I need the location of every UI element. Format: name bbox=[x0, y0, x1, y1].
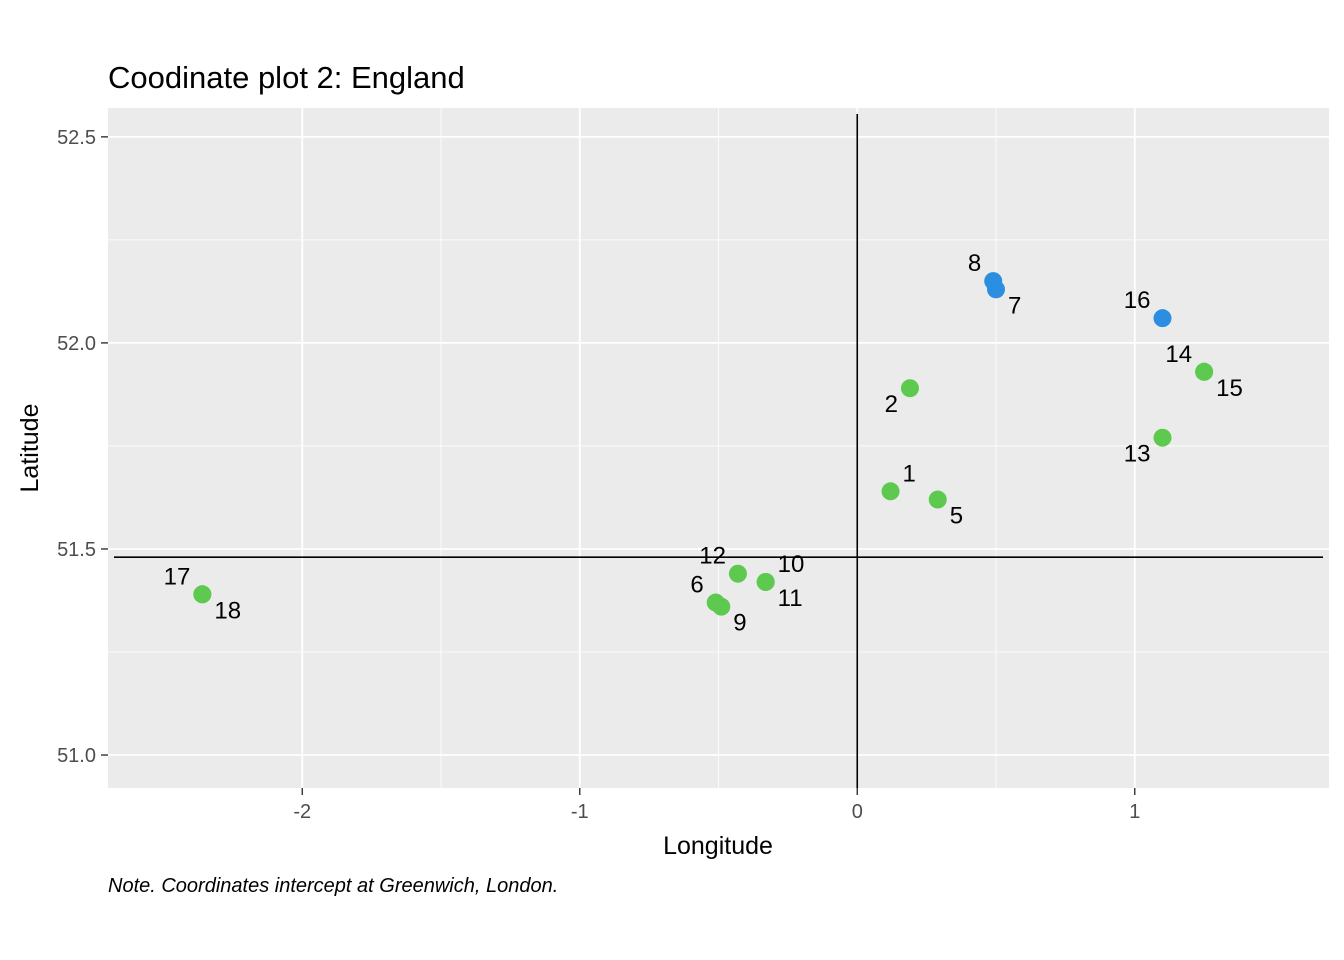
point-label-9: 9 bbox=[733, 610, 746, 637]
point-label-7: 7 bbox=[1008, 292, 1021, 319]
x-axis-ticks: -2 -1 0 1 bbox=[293, 788, 1140, 823]
data-point-16 bbox=[1153, 309, 1172, 328]
point-label-12: 12 bbox=[699, 543, 726, 570]
x-tick-label: -1 bbox=[571, 801, 589, 823]
reference-lines bbox=[114, 114, 1323, 788]
point-label-2: 2 bbox=[885, 391, 898, 418]
data-point-1 bbox=[881, 482, 900, 501]
point-label-17: 17 bbox=[164, 563, 191, 590]
chart-title: Coodinate plot 2: England bbox=[108, 60, 465, 95]
data-point-15 bbox=[1195, 362, 1214, 381]
y-axis-title: Latitude bbox=[16, 404, 44, 493]
point-label-10: 10 bbox=[778, 551, 805, 578]
point-label-1: 1 bbox=[903, 460, 916, 487]
y-tick-label: 51.0 bbox=[57, 745, 96, 767]
data-point-11 bbox=[756, 572, 775, 591]
point-label-8: 8 bbox=[968, 250, 981, 277]
x-tick-label: -2 bbox=[293, 801, 311, 823]
y-tick-label: 52.5 bbox=[57, 127, 96, 149]
data-point-18 bbox=[193, 585, 212, 604]
point-label-16: 16 bbox=[1124, 287, 1151, 314]
y-tick-label: 51.5 bbox=[57, 539, 96, 561]
point-label-15: 15 bbox=[1216, 375, 1243, 402]
point-label-11: 11 bbox=[778, 585, 803, 612]
y-tick-label: 52.0 bbox=[57, 333, 96, 355]
data-point-13 bbox=[1153, 428, 1172, 447]
x-axis-title: Longitude bbox=[663, 832, 773, 860]
x-tick-label: 1 bbox=[1129, 801, 1140, 823]
point-label-14: 14 bbox=[1165, 341, 1192, 368]
point-label-18: 18 bbox=[214, 597, 241, 624]
x-tick-label: 0 bbox=[852, 801, 863, 823]
data-point-2 bbox=[900, 379, 919, 398]
y-axis-ticks: 51.0 51.5 52.0 52.5 bbox=[57, 127, 108, 767]
data-point-8 bbox=[984, 272, 1003, 291]
point-label-6: 6 bbox=[690, 572, 703, 599]
point-label-13: 13 bbox=[1124, 441, 1151, 468]
data-point-12 bbox=[728, 564, 747, 583]
data-point-9 bbox=[712, 597, 731, 616]
data-point-5 bbox=[928, 490, 947, 509]
point-label-5: 5 bbox=[950, 503, 963, 530]
chart-caption: Note. Coordinates intercept at Greenwich… bbox=[108, 875, 558, 897]
data-points bbox=[193, 272, 1214, 616]
